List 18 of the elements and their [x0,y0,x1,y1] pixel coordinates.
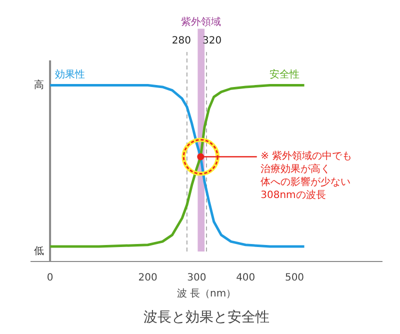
annotation: 治療効果が高く [260,162,331,175]
x-tick-label: 400 [236,272,256,284]
annotation: 高 [34,78,44,91]
annotation: ※ 紫外領域の中でも [260,150,352,162]
x-tick-label: 0 [46,272,54,284]
x-tick-label: 200 [138,272,158,284]
annotation: 体への影響が少ない [260,176,351,188]
x-axis-title: 波 長（nm） [176,288,236,300]
x-tick-label: 300 [187,272,206,284]
band-label: 紫外領域 [181,16,222,28]
x-tick-label: 500 [284,272,304,284]
ref-line-label: 320 [202,36,222,47]
series-label: 安全性 [269,68,300,80]
annotation: 低 [34,246,44,258]
annotation: 308nmの波長 [260,188,326,201]
ref-line-label: 280 [172,36,191,47]
series-label: 効果性 [55,68,86,80]
text: 波長と効果と安全性 [144,310,270,326]
